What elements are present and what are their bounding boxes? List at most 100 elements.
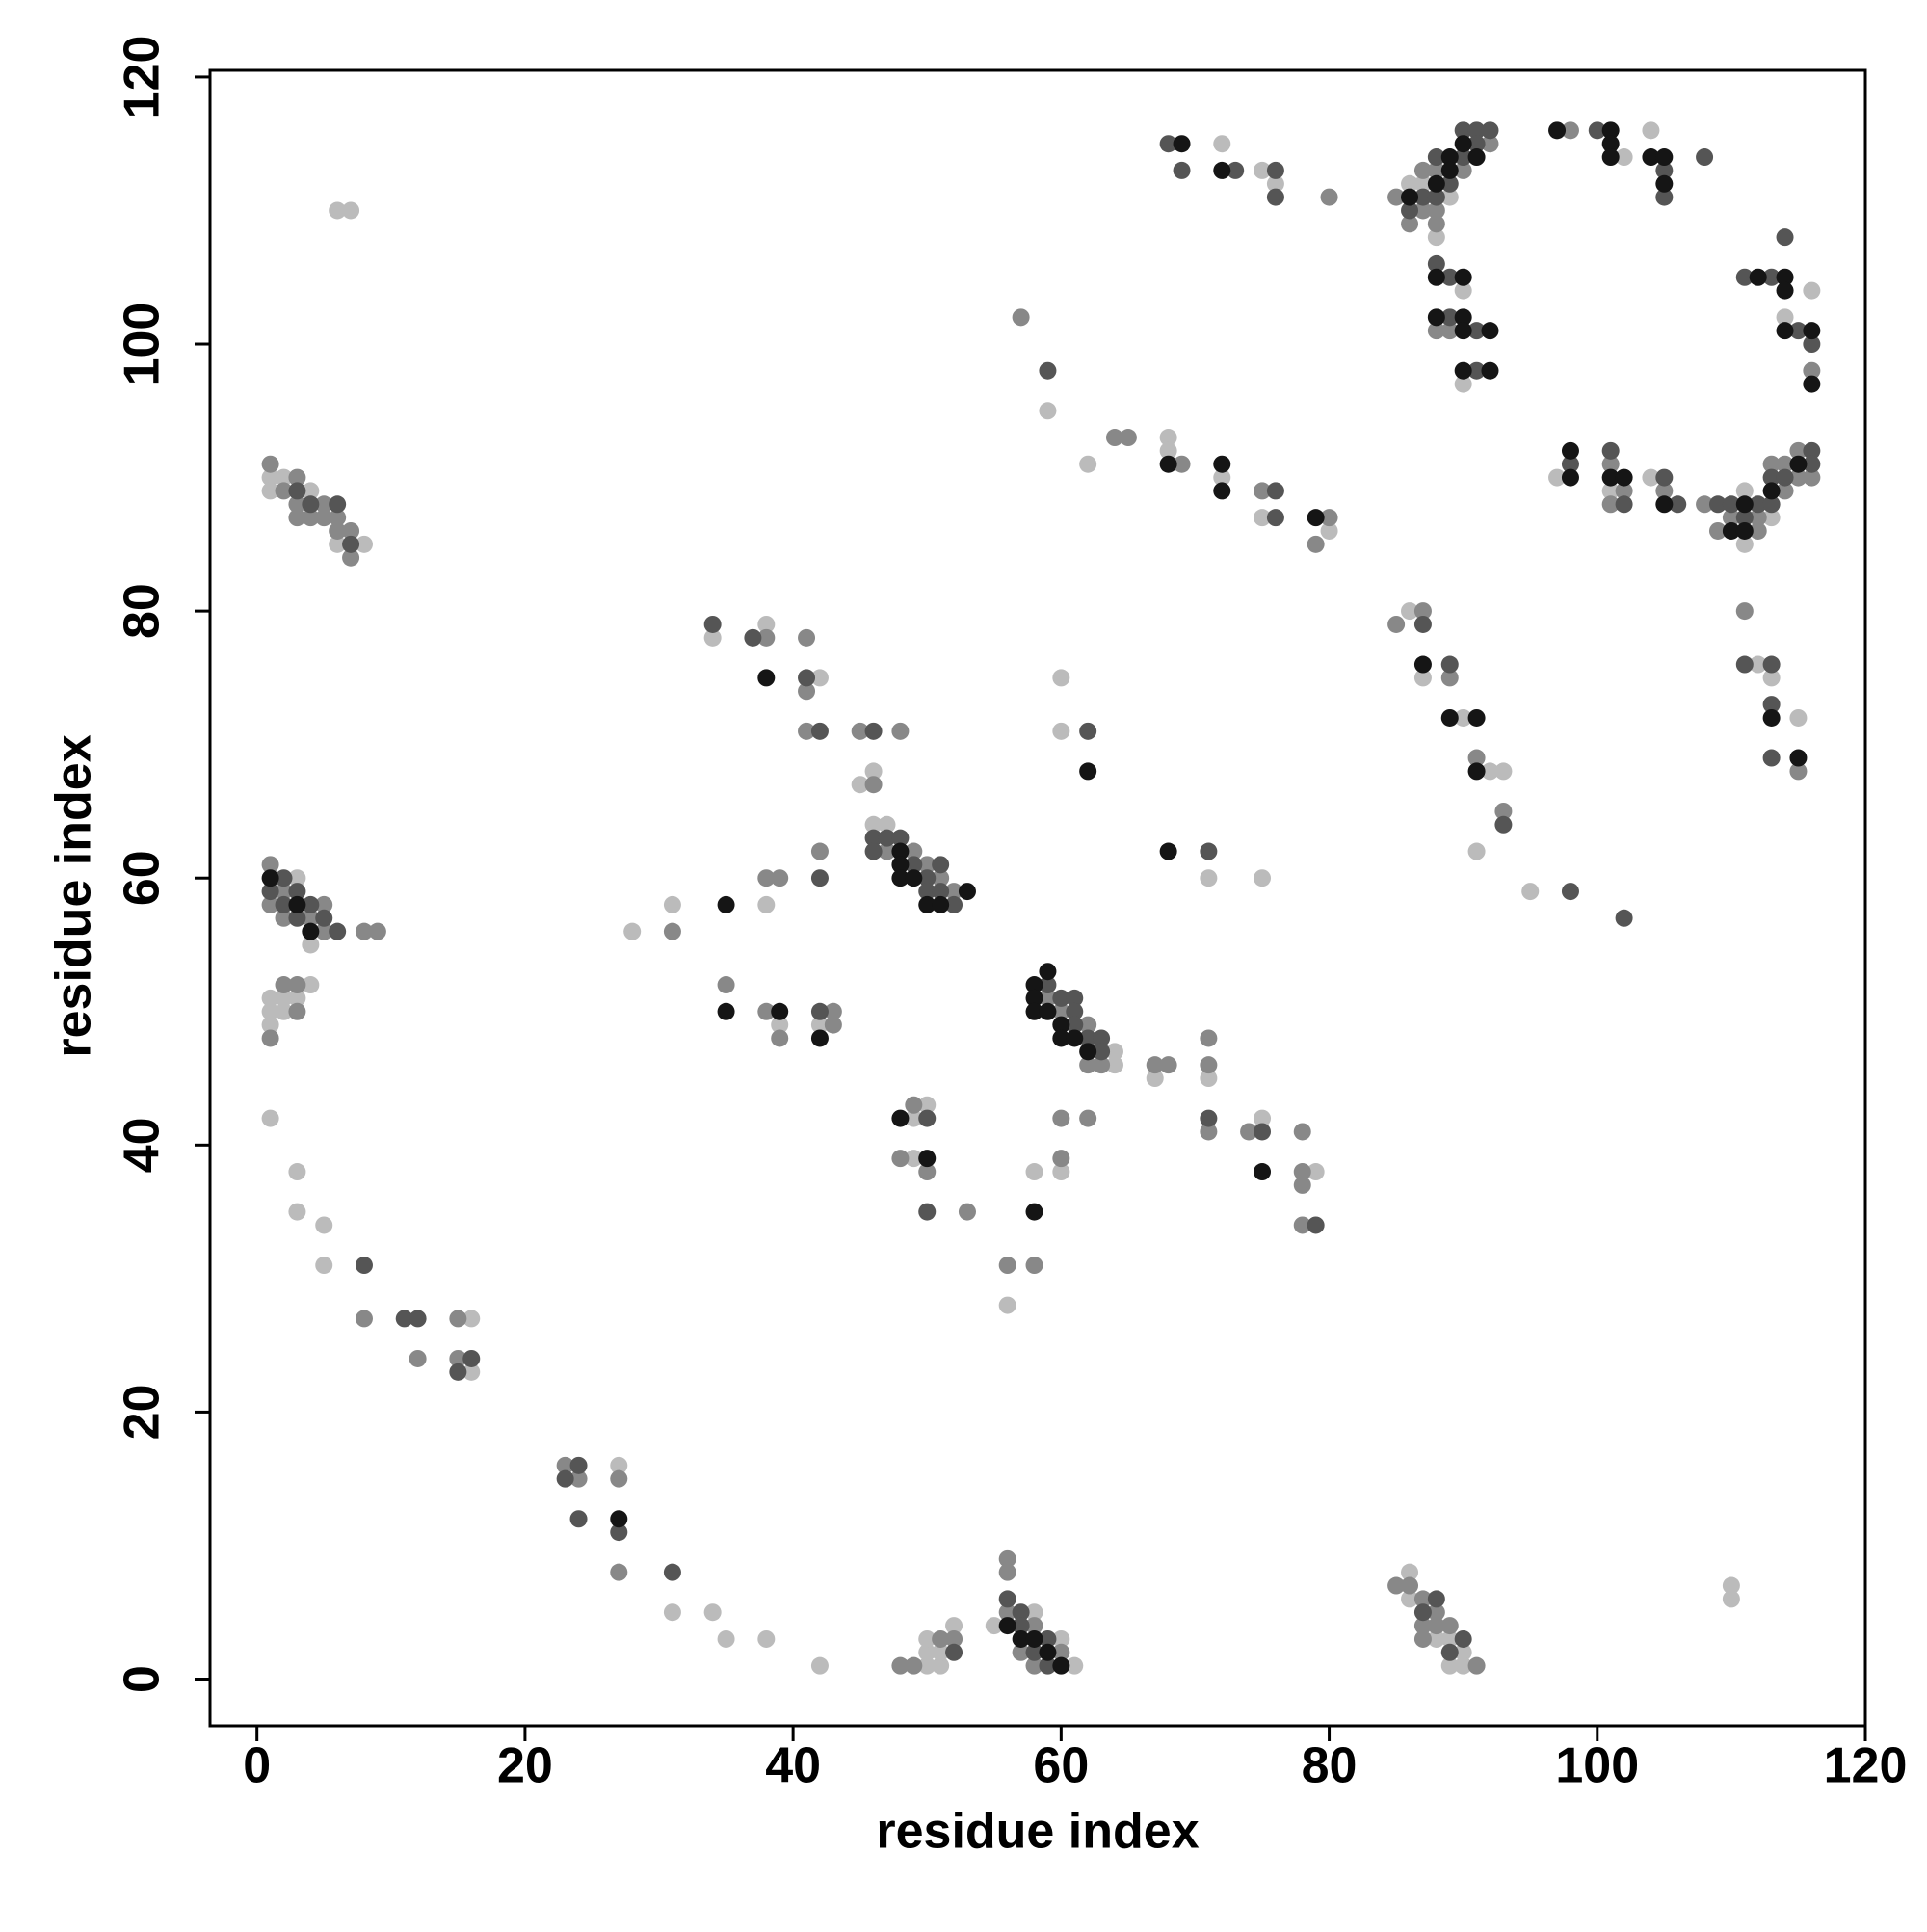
point: [275, 883, 293, 901]
point: [1481, 361, 1499, 380]
point: [1642, 468, 1660, 487]
point: [798, 628, 816, 647]
point: [905, 842, 923, 860]
point: [368, 922, 386, 940]
point: [1427, 1603, 1445, 1622]
point: [1440, 655, 1459, 674]
point: [261, 989, 279, 1007]
point: [1427, 201, 1445, 220]
point: [1803, 335, 1821, 354]
point: [1440, 708, 1459, 727]
point: [1025, 1203, 1043, 1221]
point: [1494, 762, 1513, 781]
point: [1762, 708, 1781, 727]
point: [315, 1216, 333, 1234]
point: [1735, 602, 1754, 621]
point: [1320, 509, 1338, 527]
point: [1427, 268, 1445, 286]
point: [275, 909, 293, 927]
point: [918, 1163, 937, 1181]
point: [1093, 1056, 1111, 1074]
point: [1776, 228, 1794, 247]
point: [945, 1617, 964, 1635]
point: [1789, 441, 1808, 460]
point: [810, 869, 829, 887]
point: [1173, 455, 1191, 473]
point: [1655, 148, 1674, 167]
point: [1052, 1163, 1070, 1181]
point: [1039, 1643, 1057, 1661]
point: [462, 1310, 481, 1328]
point: [1789, 708, 1808, 727]
point: [1440, 174, 1459, 193]
point: [1401, 201, 1419, 220]
point: [1735, 521, 1754, 540]
point: [1776, 308, 1794, 327]
point: [1413, 669, 1432, 687]
point: [1200, 1123, 1218, 1141]
point: [302, 495, 320, 514]
point: [302, 509, 320, 527]
point: [1387, 188, 1406, 206]
point: [1601, 135, 1620, 153]
point: [288, 989, 306, 1007]
point: [302, 922, 320, 940]
point: [1307, 509, 1325, 527]
point: [1427, 1629, 1445, 1648]
point: [1266, 188, 1284, 206]
point: [1413, 1629, 1432, 1648]
point: [1427, 228, 1445, 247]
point: [1213, 135, 1231, 153]
point: [610, 1563, 628, 1581]
point: [610, 1510, 628, 1528]
point: [1307, 1163, 1325, 1181]
y-tick-label: 20: [115, 1384, 171, 1440]
point: [302, 936, 320, 954]
point: [1803, 375, 1821, 393]
point: [932, 1643, 950, 1661]
point: [1749, 521, 1767, 540]
point: [663, 895, 681, 913]
point: [1052, 1656, 1070, 1675]
point: [1722, 1590, 1740, 1608]
point: [1440, 1629, 1459, 1648]
point: [1467, 148, 1486, 167]
point: [1762, 268, 1781, 286]
point: [1173, 135, 1191, 153]
point: [1012, 1617, 1030, 1635]
point: [1293, 1123, 1311, 1141]
point: [288, 976, 306, 994]
point: [1413, 161, 1432, 179]
point: [891, 856, 910, 874]
point: [1601, 148, 1620, 167]
point: [1025, 1617, 1043, 1635]
point: [1066, 1656, 1084, 1675]
point: [798, 669, 816, 687]
point: [1079, 1056, 1097, 1074]
point: [663, 1603, 681, 1622]
point: [1427, 1590, 1445, 1608]
point: [1200, 1109, 1218, 1127]
point: [1762, 669, 1781, 687]
point: [1454, 135, 1472, 153]
point: [1254, 482, 1272, 500]
point: [1749, 268, 1767, 286]
point: [1213, 455, 1231, 473]
point: [569, 1469, 588, 1488]
point: [462, 1363, 481, 1381]
point: [1454, 148, 1472, 167]
point: [261, 482, 279, 500]
point: [1012, 308, 1030, 327]
y-axis-title: residue index: [46, 734, 102, 1057]
point: [1454, 708, 1472, 727]
point: [261, 883, 279, 901]
point: [1467, 749, 1486, 767]
point: [1440, 1643, 1459, 1661]
point: [449, 1363, 467, 1381]
point: [891, 869, 910, 887]
point: [1039, 1002, 1057, 1020]
point: [1440, 669, 1459, 687]
point: [1266, 161, 1284, 179]
point: [315, 1257, 333, 1275]
point: [1481, 762, 1499, 781]
